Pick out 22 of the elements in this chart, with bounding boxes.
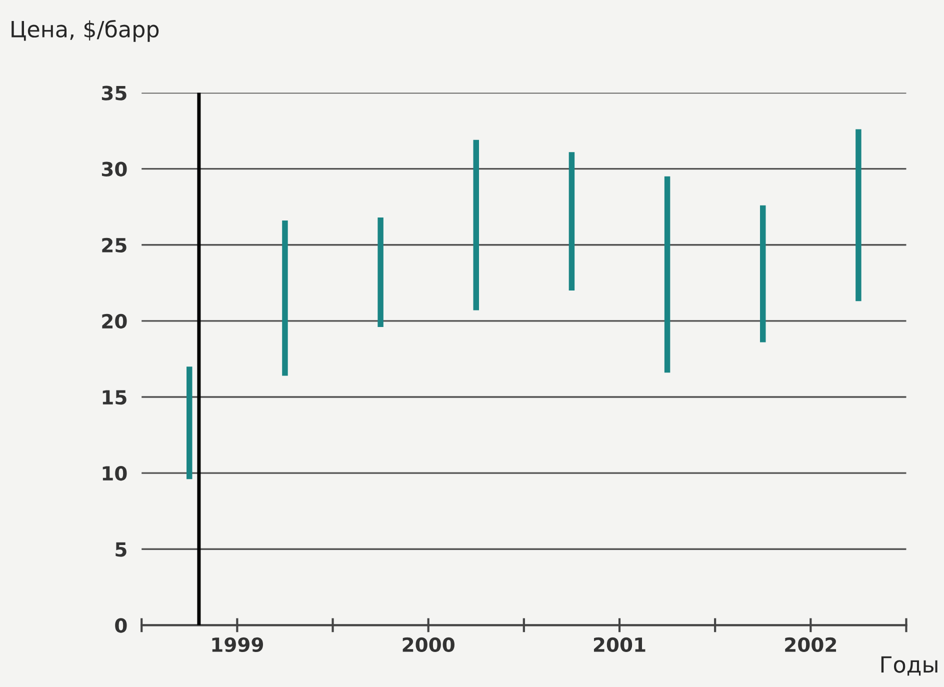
- bar: [282, 220, 288, 376]
- bar: [473, 140, 479, 310]
- y-tick-label: 5: [116, 542, 126, 557]
- x-axis-title: Годы: [881, 656, 938, 676]
- x-tick-label: 2001: [594, 637, 646, 652]
- bar: [664, 176, 670, 373]
- x-tick-label: 2002: [785, 637, 836, 652]
- bar: [760, 205, 766, 342]
- y-tick-label: 30: [102, 162, 127, 176]
- y-tick-label: 20: [102, 314, 127, 329]
- bar: [378, 217, 384, 328]
- bar: [856, 129, 862, 302]
- y-axis-title: Цена, $/барр: [12, 20, 159, 42]
- bar: [186, 366, 192, 480]
- x-tick-label: 1999: [212, 637, 263, 652]
- y-tick-label: 15: [102, 390, 126, 405]
- y-tick-label: 10: [102, 466, 127, 481]
- bar: [568, 152, 575, 291]
- x-tick-label: 2000: [402, 637, 454, 652]
- y-tick-label: 35: [102, 86, 126, 100]
- y-tick-label: 0: [115, 618, 127, 633]
- y-tick-label: 25: [102, 238, 126, 253]
